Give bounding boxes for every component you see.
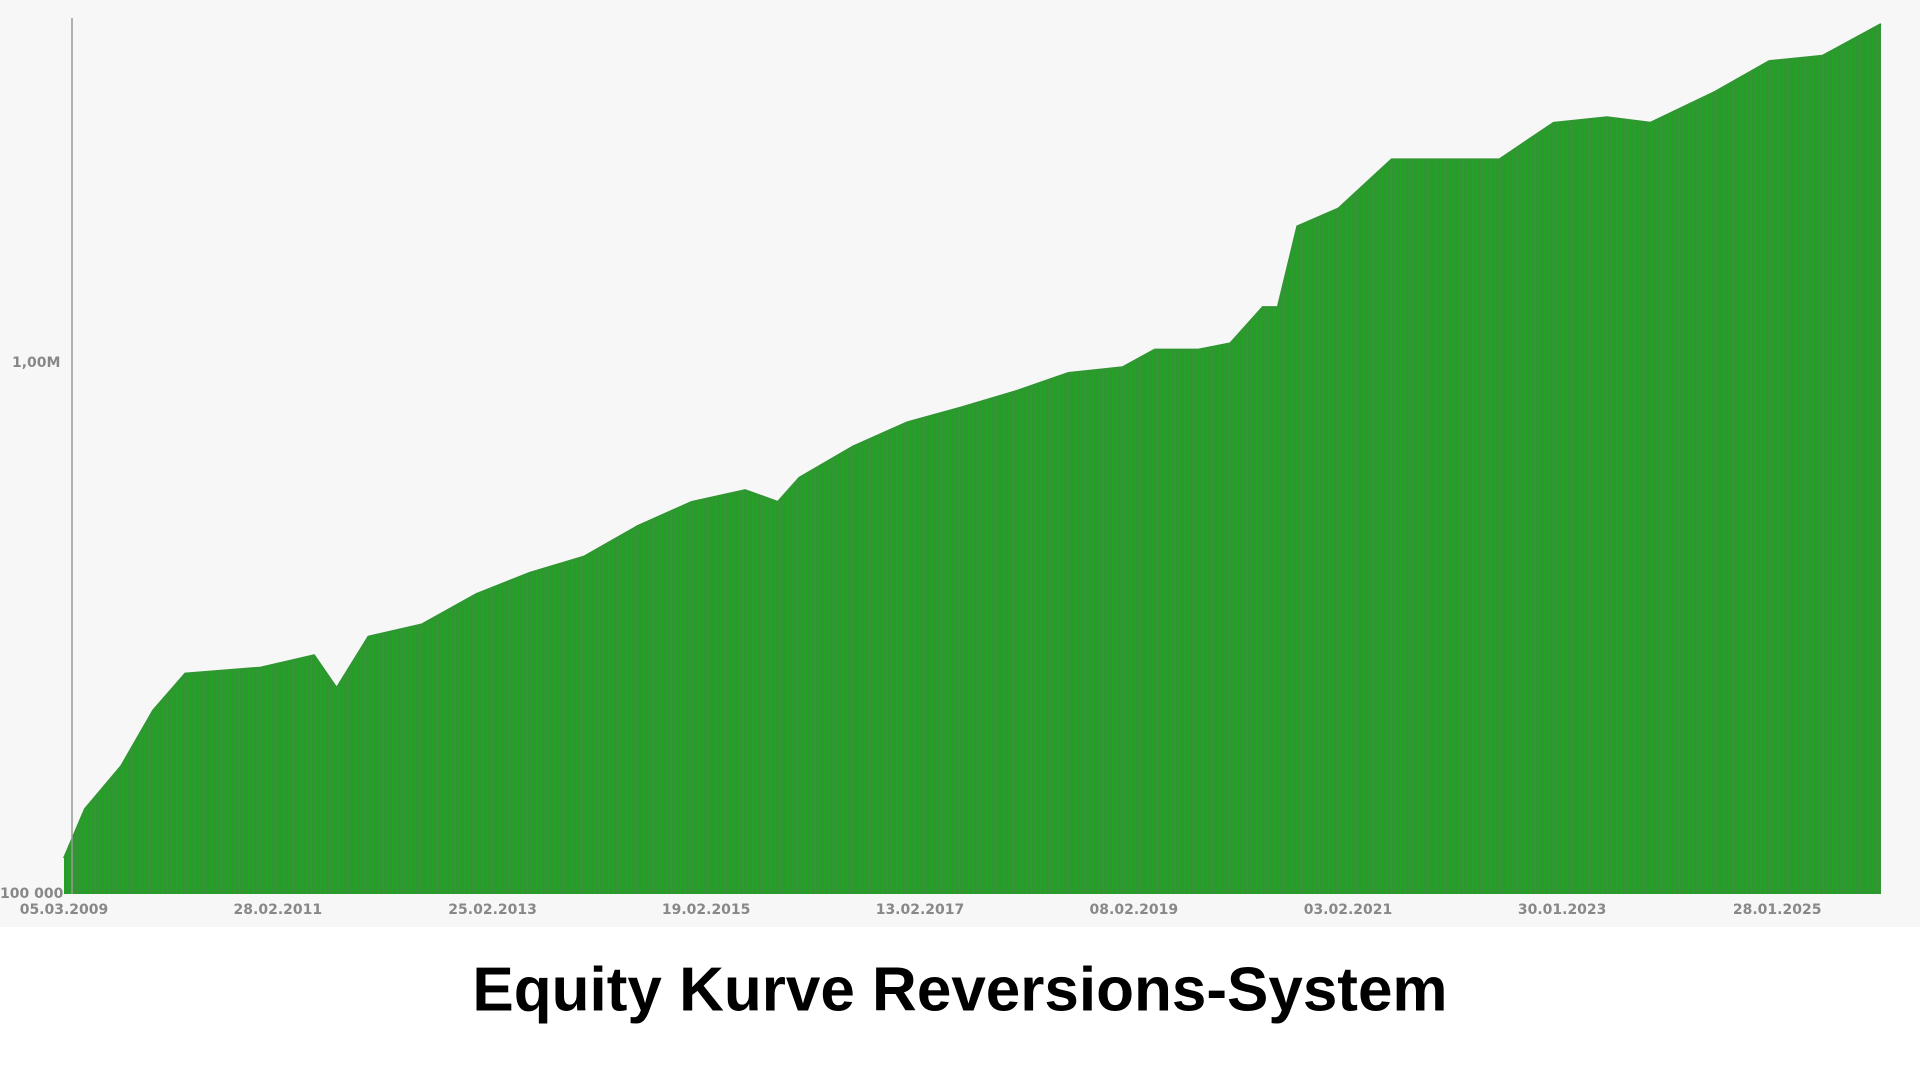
- x-tick-label: 28.01.2025: [1733, 902, 1822, 918]
- equity-line: [63, 23, 1882, 859]
- x-tick-label: 03.02.2021: [1304, 902, 1393, 918]
- chart-title: Equity Kurve Reversions-System: [472, 955, 1447, 1024]
- x-tick-label: 08.02.2019: [1090, 902, 1179, 918]
- x-tick-label: 19.02.2015: [662, 902, 751, 918]
- area-stripes: [64, 24, 1881, 894]
- y-tick-label: 1,00M: [12, 355, 60, 371]
- x-tick-label: 05.03.2009: [20, 902, 109, 918]
- x-tick-label: 13.02.2017: [876, 902, 965, 918]
- x-tick-label: 25.02.2013: [448, 902, 537, 918]
- y-tick-label: 100 000: [0, 886, 64, 902]
- x-tick-label: 30.01.2023: [1518, 902, 1607, 918]
- x-tick-label: 28.02.2011: [234, 902, 323, 918]
